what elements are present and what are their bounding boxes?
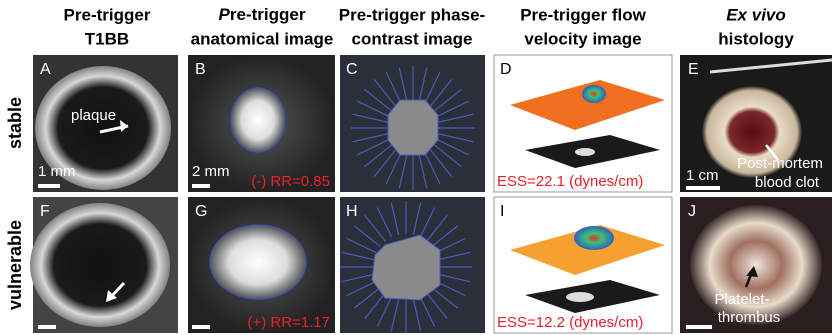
header: Pre-trigger flow <box>520 5 646 24</box>
header: Pre-trigger <box>64 5 151 24</box>
panel-letter: A <box>40 61 51 78</box>
panel-letter: D <box>500 61 512 78</box>
annotation: Platelet- <box>714 291 769 308</box>
annotation: Post-mortem <box>737 155 823 172</box>
panel-letter: J <box>688 203 696 220</box>
header: Pre-trigger phase- <box>339 5 485 24</box>
panel-letter: E <box>688 61 699 78</box>
panel-letter: H <box>346 203 358 220</box>
annotation: blood clot <box>755 174 820 191</box>
panel-h: H <box>340 197 485 333</box>
scale-label: 1 cm <box>686 167 719 184</box>
annotation: thrombus <box>718 309 781 326</box>
measurement: ESS=12.2 (dynes/cm) <box>497 314 643 331</box>
panel-letter: B <box>195 61 206 78</box>
scale-label: 1 mm <box>38 163 76 180</box>
header: contrast image <box>352 29 473 48</box>
header: velocity image <box>524 29 641 48</box>
measurement: (-) RR=0.85 <box>251 173 330 190</box>
panel-letter: F <box>40 203 50 220</box>
panel-j: J Platelet- thrombus <box>680 197 832 333</box>
header: Pre-trigger <box>219 5 306 24</box>
measurement: ESS=22.1 (dynes/cm) <box>497 173 643 190</box>
panel-letter: C <box>346 61 358 78</box>
header: T1BB <box>85 29 129 48</box>
panel-c: C <box>340 55 485 192</box>
measurement: (+) RR=1.17 <box>247 314 330 331</box>
panel-g: G (+) RR=1.17 <box>188 197 335 333</box>
panel-e: E Post-mortem blood clot 1 cm <box>680 55 832 192</box>
header: histology <box>718 29 794 48</box>
panel-a: A plaque 1 mm <box>33 55 178 192</box>
annotation: plaque <box>71 107 116 124</box>
scale-label: 2 mm <box>192 163 230 180</box>
panel-f: F <box>30 197 178 333</box>
panel-letter: I <box>500 203 504 220</box>
panel-letter: G <box>195 203 207 220</box>
panel-d: D ESS=22.1 (dynes/cm) <box>494 55 672 192</box>
panel-i: I ESS=12.2 (dynes/cm) <box>494 197 672 333</box>
column-headers: Pre-trigger T1BB Pre-trigger anatomical … <box>64 5 795 48</box>
row-label: vulnerable <box>5 220 25 310</box>
header: anatomical image <box>191 29 334 48</box>
panel-b: B 2 mm (-) RR=0.85 <box>188 55 335 192</box>
figure: Pre-trigger T1BB Pre-trigger anatomical … <box>0 0 834 335</box>
header: Ex vivo <box>726 5 786 24</box>
row-label: stable <box>5 97 25 149</box>
